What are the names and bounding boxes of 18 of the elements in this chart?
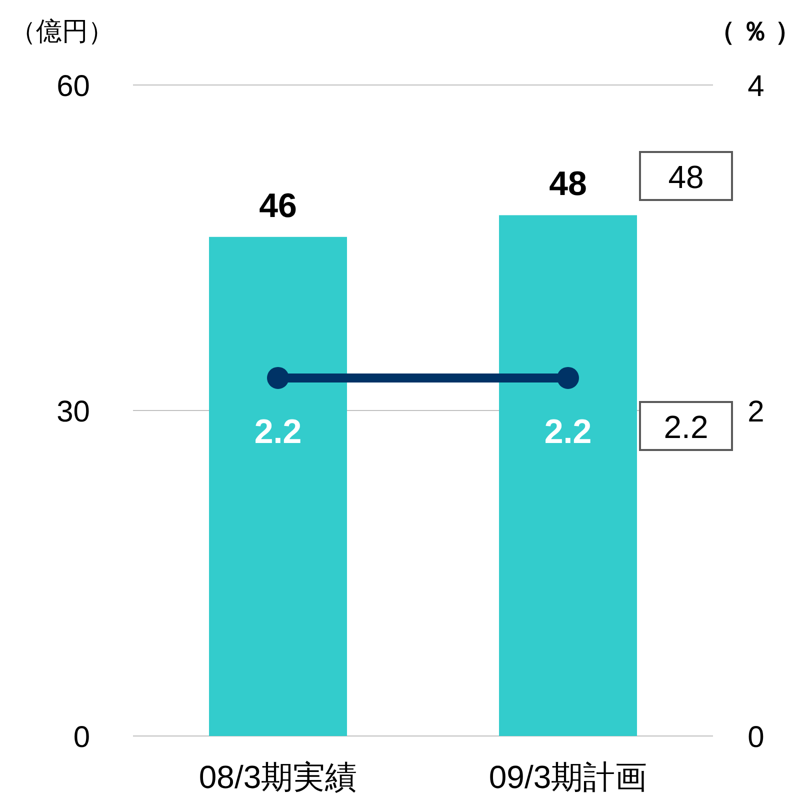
x-tick-label: 09/3期計画 (488, 759, 648, 795)
x-tick-label: 08/3期実績 (198, 759, 358, 795)
annotation: 48 (668, 159, 704, 195)
data-label: 48 (549, 165, 587, 204)
annotation-box: 2.2 (639, 401, 733, 451)
y-axis-title: （億円） (10, 16, 114, 46)
annotation-box: 48 (639, 151, 733, 201)
y-tick-label: 0 (73, 721, 90, 754)
data-label: 2.2 (544, 412, 592, 451)
data-label: 46 (259, 186, 297, 225)
data-label: 2.2 (254, 412, 302, 451)
y2-tick-label: 4 (748, 70, 764, 103)
y-tick-label: 30 (56, 396, 90, 428)
annotation: 2.2 (664, 409, 708, 445)
y2-tick-label: 0 (748, 721, 764, 754)
y-tick-label: 60 (56, 70, 90, 103)
y2-axis-title: （ ％ ） (708, 16, 802, 46)
y2-tick-label: 2 (748, 396, 764, 428)
